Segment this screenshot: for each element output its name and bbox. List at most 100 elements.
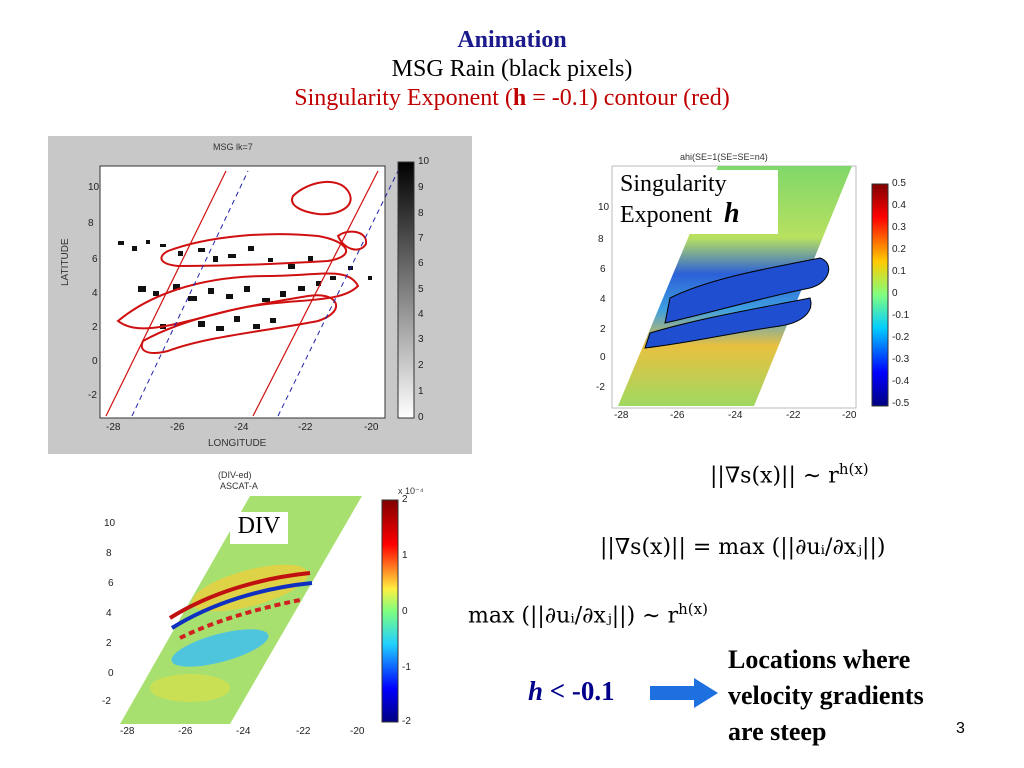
se-label-box: Singularity Exponent h [620,170,778,234]
se-cbar-tick: -0.1 [892,310,910,321]
right-arrow-icon [650,678,718,708]
title-line3-prefix: Singularity Exponent ( [294,85,513,111]
div-cbar-tick: 0 [402,606,408,617]
msg-cbar-tick: 0 [418,412,424,423]
title-line-animation: Animation [457,27,567,53]
equation-3-exponent: h(x) [678,600,708,618]
title-line-singularity: Singularity Exponent (h = -0.1) contour … [212,84,812,113]
msg-cbar-tick: 1 [418,386,424,397]
se-xtick: -22 [786,410,801,421]
msg-ytick: 4 [92,288,98,299]
se-label-line2: Exponent h [620,199,778,230]
div-exponent: x 10⁻⁴ [398,486,424,496]
msg-xtick: -24 [234,422,249,433]
se-xtick: -26 [670,410,685,421]
div-xtick: -28 [120,726,135,737]
equation-2: ||∇s(x)|| = max (||∂uᵢ/∂xⱼ||) [600,535,886,560]
equation-1: ||∇s(x)|| ∼ rh(x) [710,460,869,488]
se-xtick: -20 [842,410,857,421]
div-cbar-tick: -2 [402,716,411,727]
se-label-line1: Singularity [620,171,727,197]
se-cbar-tick: -0.4 [892,376,910,387]
equation-1-exponent: h(x) [838,460,869,478]
se-cbar-tick: 0.4 [892,200,906,211]
se-cbar-tick: -0.3 [892,354,910,365]
div-ytick: 2 [106,638,112,649]
msg-cbar-tick: 4 [418,309,424,320]
div-xtick: -24 [236,726,251,737]
div-panel: (DIV-ed) ASCAT-A x 10⁻⁴ 10 8 6 4 2 0 -2 … [100,468,440,742]
slide-title: Animation MSG Rain (black pixels) Singul… [212,26,812,113]
div-ytick: 8 [106,548,112,559]
msg-plot-area [100,166,385,418]
div-xtick: -20 [350,726,365,737]
title-line3-suffix: = -0.1) contour (red) [526,85,730,111]
swath-edges-blue [131,170,399,417]
div-band [168,571,313,640]
div-xtick: -22 [296,726,311,737]
se-ytick: -2 [596,382,605,393]
div-cbar-tick: 2 [402,494,408,505]
msg-ytick: 10 [88,182,100,193]
msg-cbar-tick: 7 [418,233,424,244]
title-line3-h: h [512,85,527,111]
se-ytick: 4 [600,294,606,305]
se-cbar-tick: 0.5 [892,178,906,189]
title-line-msg: MSG Rain (black pixels) [391,56,633,82]
msg-ytick: 8 [88,218,94,229]
msg-cbar-tick: 9 [418,182,424,193]
se-ytick: 2 [600,324,606,335]
se-colorbar [871,183,889,407]
div-title-line1: (DIV-ed) [218,470,252,480]
equation-3-body: max (||∂uᵢ/∂xⱼ||) ∼ r [468,603,679,629]
div-label: DIV [237,513,281,539]
div-xtick: -26 [178,726,193,737]
msg-cbar-tick: 2 [418,360,424,371]
div-colorbar [381,499,399,723]
div-cbar-tick: 1 [402,550,408,561]
se-cbar-tick: -0.2 [892,332,910,343]
msg-cbar-tick: 3 [418,334,424,345]
div-ytick: -2 [102,696,111,707]
msg-xtick: -28 [106,422,121,433]
locations-line3: are steep [728,717,827,746]
div-swath [120,496,362,724]
msg-ytick: -2 [88,390,97,401]
msg-cbar-tick: 8 [418,208,424,219]
se-label-h: h [723,198,740,229]
equation-1-body: ||∇s(x)|| ∼ r [710,463,839,489]
se-cbar-tick: 0.2 [892,244,906,255]
div-ytick: 0 [108,668,114,679]
locations-text: Locations where velocity gradients are s… [728,642,924,750]
se-xtick: -28 [614,410,629,421]
div-ytick: 10 [104,518,116,529]
msg-xtick: -22 [298,422,313,433]
se-figure [611,165,889,409]
div-label-box: DIV [230,512,288,544]
h-condition-h: h [528,676,544,706]
msg-xtick: -26 [170,422,185,433]
msg-ytick: 2 [92,322,98,333]
div-ytick: 4 [106,608,112,619]
msg-colorbar [397,161,415,419]
se-ytick: 6 [600,264,606,275]
swath-edges-red [105,170,379,417]
se-cbar-tick: 0 [892,288,898,299]
locations-line1: Locations where [728,645,911,674]
singularity-exponent-panel: ahi(SE=1(SE=SE=n4) 10 8 6 4 2 0 -2 -28 -… [590,148,920,428]
msg-xlabel: LONGITUDE [208,438,267,449]
msg-panel-title: MSG lk=7 [213,142,253,152]
div-figure [120,496,399,724]
red-contours [116,180,368,354]
se-cbar-tick: -0.5 [892,398,910,409]
equation-3: max (||∂uᵢ/∂xⱼ||) ∼ rh(x) [468,600,708,628]
msg-rain-panel: MSG lk=7 LATITUDE LONGITUDE 10 8 6 4 2 0… [48,136,472,454]
page-number: 3 [956,720,965,737]
msg-rain-figure [99,161,415,419]
msg-cbar-tick: 5 [418,284,424,295]
se-ytick: 8 [598,234,604,245]
se-label-exponent: Exponent [620,202,712,228]
msg-xtick: -20 [364,422,379,433]
msg-ylabel: LATITUDE [60,238,71,286]
h-condition: h < -0.1 [528,676,615,707]
